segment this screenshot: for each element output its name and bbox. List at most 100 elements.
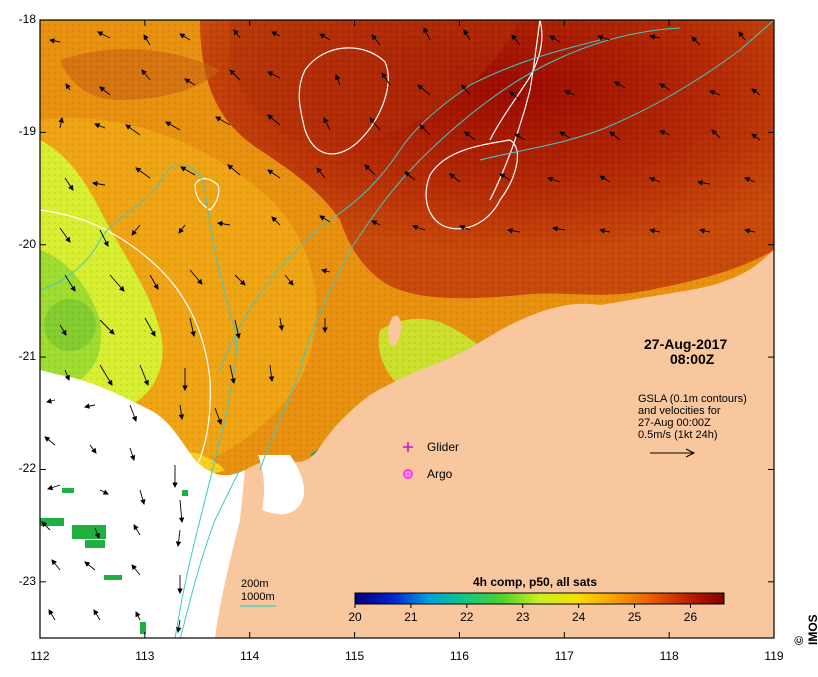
sst-field <box>40 20 774 638</box>
velocity-arrowhead <box>323 117 329 124</box>
velocity-arrowhead <box>449 173 456 179</box>
velocity-arrowhead <box>61 329 67 336</box>
velocity-arrowhead <box>125 124 132 130</box>
velocity-arrowhead <box>176 627 182 633</box>
velocity-arrowhead <box>751 133 758 139</box>
velocity-arrowhead <box>216 418 222 425</box>
velocity-arrowhead <box>143 379 149 386</box>
colorbar-tick-label: 23 <box>516 610 530 624</box>
velocity-arrowhead <box>278 325 284 331</box>
gsla-contours <box>40 20 543 471</box>
velocity-arrowhead <box>227 164 234 170</box>
velocity-arrowhead <box>135 611 141 618</box>
velocity-arrowhead <box>649 34 655 40</box>
velocity-arrowhead <box>499 173 506 179</box>
colorbar-gradient <box>354 592 725 605</box>
map-frame <box>39 19 775 639</box>
colorbar-tick-label: 26 <box>683 610 698 624</box>
velocity-arrowhead <box>65 83 71 90</box>
velocity-arrowhead <box>84 561 91 567</box>
velocity-arrowhead <box>130 454 136 461</box>
velocity-arrowhead <box>165 121 172 127</box>
velocity-arrowhead <box>97 31 104 37</box>
velocity-arrowhead <box>599 228 605 234</box>
x-tick-label: 116 <box>449 649 469 663</box>
velocity-arrowhead <box>153 283 159 290</box>
velocity-arrowhead <box>417 84 424 90</box>
colorbar <box>354 592 725 608</box>
velocity-arrowhead <box>552 226 558 232</box>
velocity-arrowhead <box>614 81 621 87</box>
x-tick-label: 114 <box>240 649 260 663</box>
velocity-arrowhead <box>271 31 278 37</box>
velocity-arrowhead <box>131 564 137 571</box>
gsla-line-3: 27-Aug 00:00Z <box>638 417 711 429</box>
velocity-arrowhead <box>70 285 76 292</box>
velocity-arrowhead <box>649 228 655 234</box>
glider-marker <box>403 442 413 452</box>
velocity-arrowhead <box>751 88 758 94</box>
credit-text: © IMOS 08-Nov-2017 05:45 Hobart Time <box>792 614 818 645</box>
velocity-arrowhead <box>48 609 54 616</box>
glider-label: Glider <box>427 440 460 454</box>
velocity-arrowhead <box>178 517 185 524</box>
velocity-arrowhead <box>369 117 375 124</box>
velocity-arrowhead <box>102 489 109 495</box>
velocity-arrowhead <box>691 36 698 43</box>
x-tick-label: 118 <box>659 649 679 663</box>
velocity-arrowhead <box>559 131 566 137</box>
velocity-arrowhead <box>94 532 100 539</box>
velocity-arrowhead <box>423 27 429 34</box>
velocity-arrowhead <box>404 171 411 177</box>
velocity-arrowhead <box>381 72 387 79</box>
velocity-arrowhead <box>84 403 90 409</box>
velocity-arrowhead <box>141 69 147 76</box>
velocity-arrowhead <box>744 228 750 234</box>
velocity-arrowhead <box>321 268 327 274</box>
velocity-arrowhead <box>514 133 521 139</box>
velocity-arrowhead <box>229 69 236 76</box>
velocity-arrowhead <box>215 116 222 122</box>
velocity-arrowhead <box>131 415 137 422</box>
velocity-arrowhead <box>267 169 274 175</box>
velocity-arrowhead <box>92 181 98 187</box>
velocity-arrowhead <box>459 225 466 231</box>
velocity-arrowhead <box>549 35 556 41</box>
x-tick-label: 115 <box>344 649 365 663</box>
colorbar-tick-label: 21 <box>404 610 418 624</box>
velocity-arrowhead <box>744 177 751 183</box>
velocity-arrowhead <box>197 278 203 285</box>
velocity-arrowhead <box>133 524 139 531</box>
velocity-arrowhead <box>91 447 97 454</box>
colorbar-title: 4h comp, p50, all sats <box>473 575 598 589</box>
velocity-arrowhead <box>316 167 322 174</box>
y-tick-label: -19 <box>18 124 36 139</box>
colorbar-tick-label: 22 <box>460 610 474 624</box>
velocity-arrowhead <box>288 279 294 286</box>
velocity-arrowhead <box>178 414 185 420</box>
velocity-arrowhead <box>235 333 241 339</box>
velocity-arrowhead <box>175 541 182 547</box>
colorbar-tick-label: 25 <box>627 610 642 624</box>
velocity-arrowhead <box>547 176 554 182</box>
velocity-arrowhead <box>107 379 113 386</box>
velocity-arrowhead <box>268 376 275 382</box>
velocity-arrowhead <box>371 220 378 226</box>
velocity-arrowhead <box>271 216 278 223</box>
velocity-arrowhead <box>93 609 99 616</box>
velocity-arrowhead <box>99 86 106 92</box>
x-tick-label: 113 <box>135 649 155 663</box>
velocity-arrowhead <box>51 559 57 566</box>
velocity-arrowhead <box>507 228 513 234</box>
velocity-arrowhead <box>659 83 666 89</box>
velocity-arrowhead <box>177 588 183 595</box>
velocity-arrowhead <box>609 131 616 137</box>
velocity-arrowhead <box>319 33 326 39</box>
y-tick-label: -18 <box>18 12 36 26</box>
x-tick-label: 112 <box>30 649 50 663</box>
velocity-arrowhead <box>64 374 70 381</box>
y-tick-label: -23 <box>18 573 36 588</box>
velocity-arrowhead <box>47 485 54 491</box>
velocity-arrowhead <box>184 78 191 84</box>
